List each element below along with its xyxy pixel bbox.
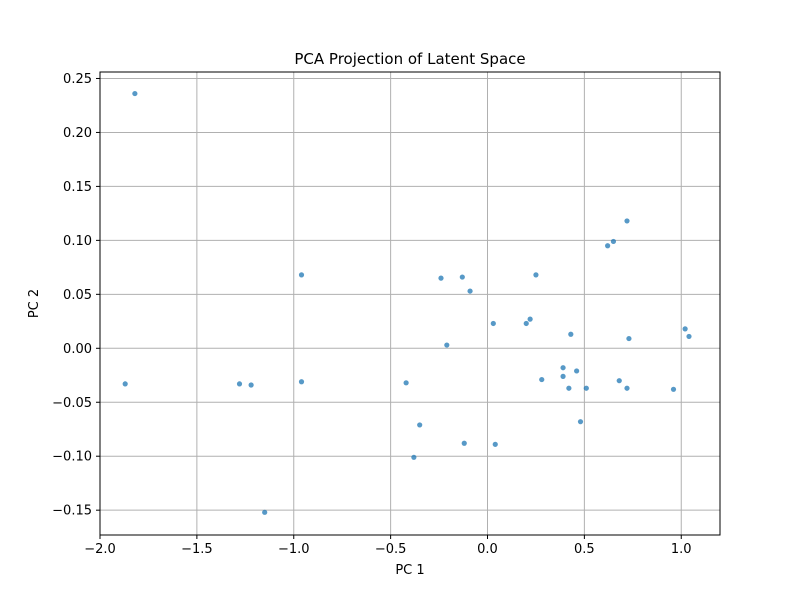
x-tick-label: −2.0 (84, 542, 116, 557)
y-tick-label: −0.05 (52, 396, 92, 411)
data-point (122, 381, 128, 387)
data-point (682, 326, 688, 332)
data-point (527, 316, 533, 322)
data-point (624, 385, 630, 391)
data-point (539, 376, 545, 383)
x-axis-label: PC 1 (395, 563, 424, 578)
data-point (577, 419, 584, 425)
data-point (616, 378, 622, 384)
data-point (411, 454, 417, 460)
grid (99, 72, 720, 535)
data-point (686, 333, 692, 340)
data-point (583, 385, 589, 391)
data-point (605, 243, 611, 249)
x-tick-label: −1.0 (278, 542, 310, 557)
y-tick-label: 0.00 (63, 342, 92, 357)
data-point (236, 381, 243, 387)
data-point (248, 382, 254, 388)
data-point (566, 385, 572, 391)
data-point (467, 288, 473, 294)
data-point (560, 373, 566, 379)
data-point (492, 441, 498, 447)
data-point (459, 274, 465, 280)
data-point (262, 509, 268, 515)
data-point (568, 331, 574, 337)
axis-ticks: −2.0 −1.5 −1.0 −0.5 0.0 0.5 1.0 −0.15 −0.10 −0.05… (52, 72, 691, 557)
data-point (298, 379, 305, 385)
y-tick-label: 0.10 (63, 234, 92, 249)
data-point (490, 320, 496, 327)
x-tick-label: −0.5 (375, 542, 407, 557)
chart-title: PCA Projection of Latent Space (294, 50, 525, 68)
data-point (417, 422, 423, 428)
y-axis-label: PC 2 (27, 289, 42, 318)
data-point (298, 272, 305, 278)
y-tick-label: 0.25 (63, 72, 92, 87)
data-point (523, 320, 529, 327)
y-tick-label: 0.15 (63, 180, 92, 195)
data-point (438, 275, 444, 281)
data-point (444, 342, 450, 348)
x-tick-label: 0.5 (574, 542, 595, 557)
data-point (132, 90, 138, 97)
data-point (560, 365, 566, 371)
x-tick-label: −1.5 (181, 542, 213, 557)
data-points (122, 90, 692, 515)
plot-frame (99, 71, 721, 536)
x-tick-label: 0.0 (477, 542, 498, 557)
y-tick-label: −0.10 (52, 450, 92, 465)
data-point (610, 238, 617, 245)
data-point (624, 218, 630, 224)
data-point (626, 335, 632, 342)
data-point (533, 272, 539, 278)
data-point (461, 440, 467, 446)
y-tick-label: −0.15 (52, 504, 92, 519)
data-point (403, 380, 409, 386)
data-point (670, 386, 677, 392)
y-tick-label: 0.20 (63, 126, 92, 141)
data-point (574, 368, 580, 374)
y-tick-label: 0.05 (63, 288, 92, 303)
x-tick-label: 1.0 (671, 542, 692, 557)
